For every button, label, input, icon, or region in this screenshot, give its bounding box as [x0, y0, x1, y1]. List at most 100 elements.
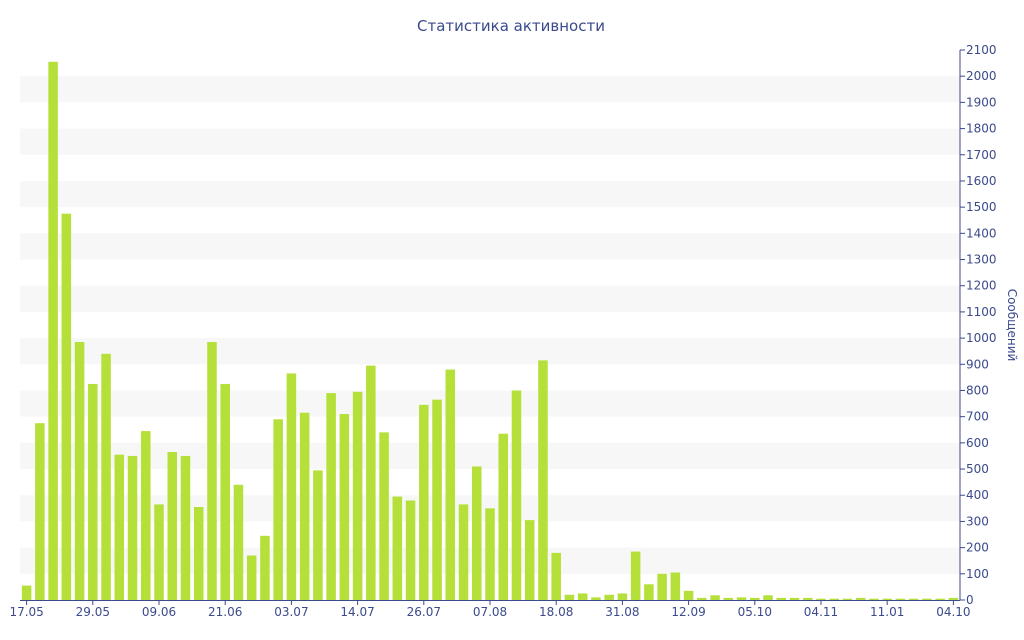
bar: [710, 595, 720, 600]
x-tick-label: 09.06: [142, 605, 176, 619]
bar: [286, 373, 297, 600]
grid-band: [20, 338, 960, 365]
bar: [908, 598, 919, 600]
bar: [498, 433, 508, 600]
bar: [524, 520, 535, 600]
x-tick-label: 12.09: [671, 605, 705, 619]
bar: [445, 369, 456, 600]
grid-bands: [20, 76, 960, 574]
bar: [61, 213, 72, 600]
y-tick-label: 1200: [966, 279, 997, 293]
y-tick-label: 1300: [966, 253, 997, 267]
x-tick-label: 18.08: [539, 605, 573, 619]
bar: [551, 552, 561, 600]
x-tick-label: 05.10: [738, 605, 772, 619]
y-tick-label: 900: [966, 357, 989, 371]
bar: [882, 598, 892, 600]
bar: [816, 598, 826, 600]
bar: [379, 432, 389, 600]
x-tick-label: 14.07: [340, 605, 374, 619]
bar: [736, 597, 747, 600]
y-tick-label: 1600: [966, 174, 997, 188]
bar: [246, 555, 257, 600]
y-tick-label: 600: [966, 436, 989, 450]
bars: [21, 61, 959, 601]
x-tick-label: 26.07: [407, 605, 441, 619]
bar: [723, 597, 734, 600]
y-tick-label: 400: [966, 488, 989, 502]
y-tick-label: 1400: [966, 226, 997, 240]
bar: [101, 353, 111, 600]
x-tick-label: 04.10: [936, 605, 970, 619]
bar: [299, 412, 310, 600]
bar: [670, 572, 681, 600]
bar: [538, 360, 548, 600]
bar: [630, 551, 641, 600]
y-tick-label: 700: [966, 410, 989, 424]
bar: [922, 598, 932, 600]
x-tick-label: 31.08: [605, 605, 639, 619]
grid-band: [20, 285, 960, 312]
bar: [260, 535, 270, 600]
bar: [869, 598, 879, 600]
bar: [366, 365, 376, 600]
bar: [895, 598, 906, 600]
y-tick-label: 2100: [966, 43, 997, 57]
x-tick-label: 07.08: [473, 605, 507, 619]
bar: [180, 455, 191, 600]
y-tick-label: 500: [966, 462, 989, 476]
bar: [577, 593, 588, 600]
bar: [154, 504, 164, 600]
y-tick-label: 1900: [966, 95, 997, 109]
bar: [48, 61, 58, 601]
bar: [207, 342, 217, 600]
bar: [220, 383, 230, 600]
bar: [458, 504, 469, 600]
y-tick-label: 800: [966, 383, 989, 397]
bar: [789, 597, 800, 600]
y-tick-label: 2000: [966, 69, 997, 83]
bar: [842, 598, 853, 600]
bar: [127, 455, 138, 600]
bar: [313, 470, 323, 600]
grid-band: [20, 76, 960, 103]
bar: [471, 466, 482, 600]
bar: [141, 431, 151, 600]
bar: [432, 399, 442, 600]
x-tick-label: 11.01: [870, 605, 904, 619]
bar: [21, 585, 32, 600]
x-tick-label: 04.11: [804, 605, 838, 619]
y-tick-label: 1100: [966, 305, 997, 319]
bar: [829, 598, 839, 600]
y-tick-label: 300: [966, 514, 989, 528]
bar: [273, 419, 283, 600]
bar: [604, 594, 614, 600]
bar: [352, 391, 363, 600]
y-tick-label: 1500: [966, 200, 997, 214]
grid-band: [20, 442, 960, 470]
bar: [485, 508, 495, 600]
bar: [697, 597, 707, 600]
bar: [339, 414, 350, 600]
y-axis: 0 100 200 300 400 500 600 700 800 900 1000 1100 1200…: [959, 43, 997, 607]
bar: [564, 594, 575, 600]
bar: [193, 507, 204, 600]
bar: [617, 593, 628, 600]
bar: [167, 452, 178, 600]
bar: [88, 383, 98, 600]
bar: [35, 423, 45, 600]
bar: [948, 597, 959, 600]
x-tick-label: 21.06: [208, 605, 242, 619]
y-axis-label: Сообщений: [1005, 289, 1019, 362]
x-tick-label: 29.05: [76, 605, 110, 619]
bar: [657, 573, 667, 600]
bar: [591, 597, 601, 600]
x-tick-label: 03.07: [274, 605, 308, 619]
grid-band: [20, 180, 960, 208]
y-tick-label: 1800: [966, 122, 997, 136]
bar: [935, 598, 945, 600]
grid-band: [20, 128, 960, 155]
bar: [419, 404, 429, 600]
x-tick-label: 17.05: [9, 605, 43, 619]
grid-band: [20, 233, 960, 260]
